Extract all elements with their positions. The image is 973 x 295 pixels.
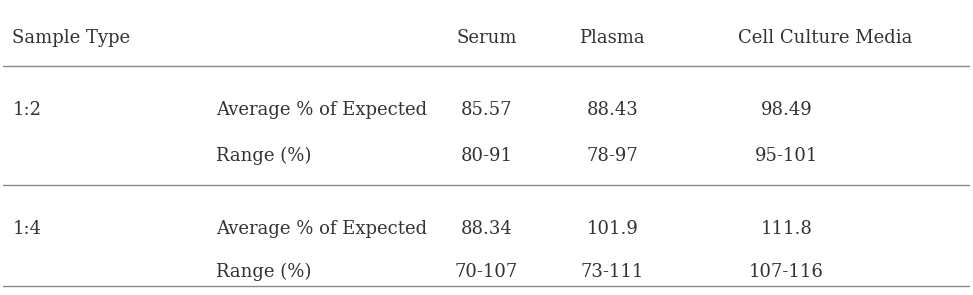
Text: Average % of Expected: Average % of Expected (216, 219, 427, 237)
Text: 70-107: 70-107 (454, 263, 519, 281)
Text: 98.49: 98.49 (761, 101, 812, 119)
Text: 95-101: 95-101 (755, 147, 818, 165)
Text: 111.8: 111.8 (761, 219, 812, 237)
Text: Sample Type: Sample Type (13, 29, 130, 47)
Text: Range (%): Range (%) (216, 147, 311, 165)
Text: Serum: Serum (456, 29, 517, 47)
Text: Cell Culture Media: Cell Culture Media (739, 29, 913, 47)
Text: 80-91: 80-91 (460, 147, 513, 165)
Text: 78-97: 78-97 (587, 147, 638, 165)
Text: 88.43: 88.43 (587, 101, 638, 119)
Text: 101.9: 101.9 (587, 219, 638, 237)
Text: 107-116: 107-116 (749, 263, 824, 281)
Text: 73-111: 73-111 (581, 263, 644, 281)
Text: Range (%): Range (%) (216, 263, 311, 281)
Text: Plasma: Plasma (580, 29, 645, 47)
Text: 1:2: 1:2 (13, 101, 42, 119)
Text: 1:4: 1:4 (13, 219, 42, 237)
Text: 88.34: 88.34 (460, 219, 513, 237)
Text: Average % of Expected: Average % of Expected (216, 101, 427, 119)
Text: 85.57: 85.57 (461, 101, 512, 119)
